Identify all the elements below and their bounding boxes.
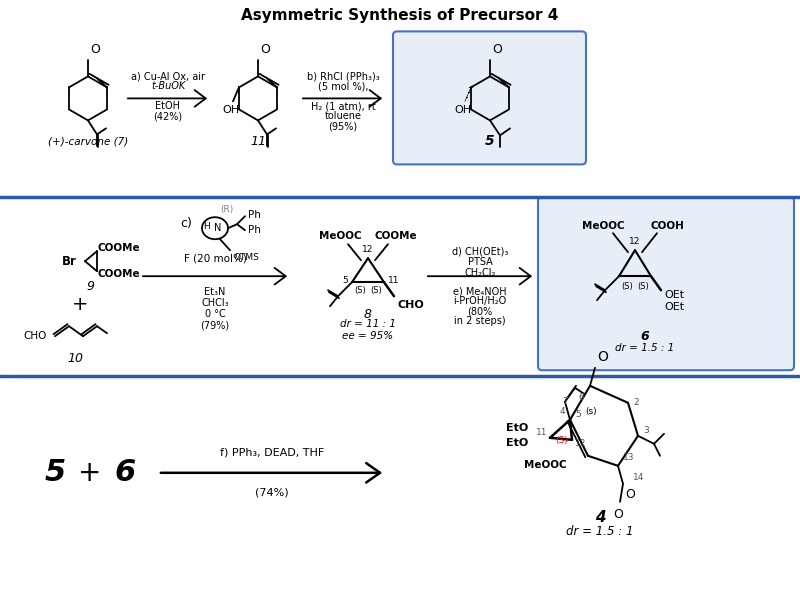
FancyBboxPatch shape: [538, 197, 794, 370]
Text: H₂ (1 atm), rt: H₂ (1 atm), rt: [310, 101, 375, 112]
Text: a) Cu-Al Ox, air: a) Cu-Al Ox, air: [131, 71, 205, 82]
Text: (S): (S): [621, 282, 633, 291]
Text: 7: 7: [562, 397, 568, 406]
Text: COOMe: COOMe: [97, 269, 140, 279]
Text: (S): (S): [370, 286, 382, 295]
Text: dr = 1.5 : 1: dr = 1.5 : 1: [566, 526, 634, 538]
Text: f) PPh₃, DEAD, THF: f) PPh₃, DEAD, THF: [220, 448, 324, 458]
Text: b) RhCl (PPh₃)₃: b) RhCl (PPh₃)₃: [306, 71, 379, 82]
Text: 8: 8: [364, 308, 372, 320]
Text: (s): (s): [585, 407, 597, 416]
Text: CHO: CHO: [397, 300, 424, 310]
Text: 14: 14: [633, 473, 644, 482]
Text: CHO: CHO: [24, 331, 47, 341]
Text: 6: 6: [578, 394, 584, 402]
Text: dr = 11 : 1: dr = 11 : 1: [340, 319, 396, 329]
Text: OEt: OEt: [664, 302, 684, 312]
Text: COOH: COOH: [650, 221, 684, 231]
Text: 5: 5: [342, 275, 348, 284]
Text: e) Me₄NOH: e) Me₄NOH: [453, 286, 507, 296]
Text: 5: 5: [575, 410, 581, 419]
Text: OH: OH: [454, 106, 471, 115]
Text: MeOOC: MeOOC: [318, 231, 362, 241]
Text: PTSA: PTSA: [468, 257, 492, 267]
Text: d) CH(OEt)₃: d) CH(OEt)₃: [452, 246, 508, 256]
Text: O: O: [625, 488, 635, 501]
Text: 12: 12: [575, 439, 586, 448]
Text: O: O: [492, 43, 502, 56]
Text: i-PrOH/H₂O: i-PrOH/H₂O: [454, 296, 506, 306]
Text: 12: 12: [362, 245, 374, 254]
Text: (S): (S): [556, 436, 568, 445]
Text: 3: 3: [643, 426, 649, 436]
Text: MeOOC: MeOOC: [582, 221, 624, 231]
Text: +: +: [72, 295, 88, 314]
Text: 11: 11: [388, 275, 399, 284]
Text: (80%: (80%: [467, 306, 493, 316]
Text: EtO: EtO: [506, 423, 528, 433]
Text: 4: 4: [559, 407, 565, 416]
Text: 6: 6: [114, 458, 136, 487]
Text: 6: 6: [641, 329, 650, 343]
Text: 13: 13: [623, 454, 634, 462]
Text: OTMS: OTMS: [233, 253, 259, 262]
Text: 9: 9: [86, 280, 94, 293]
Text: N: N: [214, 223, 222, 233]
Text: Et₃N: Et₃N: [204, 287, 226, 297]
Text: H: H: [203, 221, 210, 230]
Text: OH: OH: [222, 106, 239, 115]
Text: 10: 10: [67, 352, 83, 365]
Text: O: O: [613, 508, 623, 521]
Text: (R): (R): [220, 205, 234, 214]
Text: dr = 1.5 : 1: dr = 1.5 : 1: [615, 343, 674, 353]
Text: Asymmetric Synthesis of Precursor 4: Asymmetric Synthesis of Precursor 4: [242, 8, 558, 23]
Text: (+)-carvone (7): (+)-carvone (7): [48, 136, 128, 146]
Text: toluene: toluene: [325, 112, 362, 121]
Text: (95%): (95%): [329, 121, 358, 131]
Text: OEt: OEt: [664, 290, 684, 300]
Text: Ph: Ph: [248, 210, 261, 220]
Text: +: +: [78, 459, 102, 487]
Text: 2: 2: [633, 398, 638, 407]
Text: c): c): [180, 217, 192, 230]
Text: COOMe: COOMe: [374, 231, 418, 241]
Text: 11: 11: [250, 135, 266, 148]
Text: (S): (S): [637, 282, 649, 291]
Text: MeOOC: MeOOC: [524, 460, 567, 470]
Text: EtO: EtO: [506, 438, 528, 448]
Text: COOMe: COOMe: [97, 243, 140, 253]
Text: (42%): (42%): [154, 112, 182, 121]
Text: in 2 steps): in 2 steps): [454, 316, 506, 326]
Text: O: O: [597, 350, 608, 364]
Text: (79%): (79%): [201, 320, 230, 330]
Text: (5 mol %),: (5 mol %),: [318, 82, 368, 91]
Text: CH₂Cl₂: CH₂Cl₂: [464, 268, 496, 278]
Text: O: O: [260, 43, 270, 56]
FancyBboxPatch shape: [393, 31, 586, 164]
Text: CHCl₃: CHCl₃: [201, 298, 229, 308]
Text: F (20 mol%): F (20 mol%): [183, 253, 246, 263]
Text: O: O: [90, 43, 100, 56]
Text: (74%): (74%): [255, 488, 289, 498]
Text: 11: 11: [535, 428, 547, 437]
Text: Ph: Ph: [248, 225, 261, 235]
Text: t-BuOK: t-BuOK: [151, 82, 185, 91]
Text: 0 °C: 0 °C: [205, 309, 226, 319]
Text: EtOH: EtOH: [155, 101, 181, 112]
Text: (S): (S): [354, 286, 366, 295]
Text: Br: Br: [62, 254, 77, 268]
Text: 5: 5: [44, 458, 66, 487]
Text: 5: 5: [485, 134, 495, 148]
Text: 4: 4: [594, 510, 606, 526]
Text: ee = 95%: ee = 95%: [342, 331, 394, 341]
Text: 12: 12: [630, 237, 641, 246]
